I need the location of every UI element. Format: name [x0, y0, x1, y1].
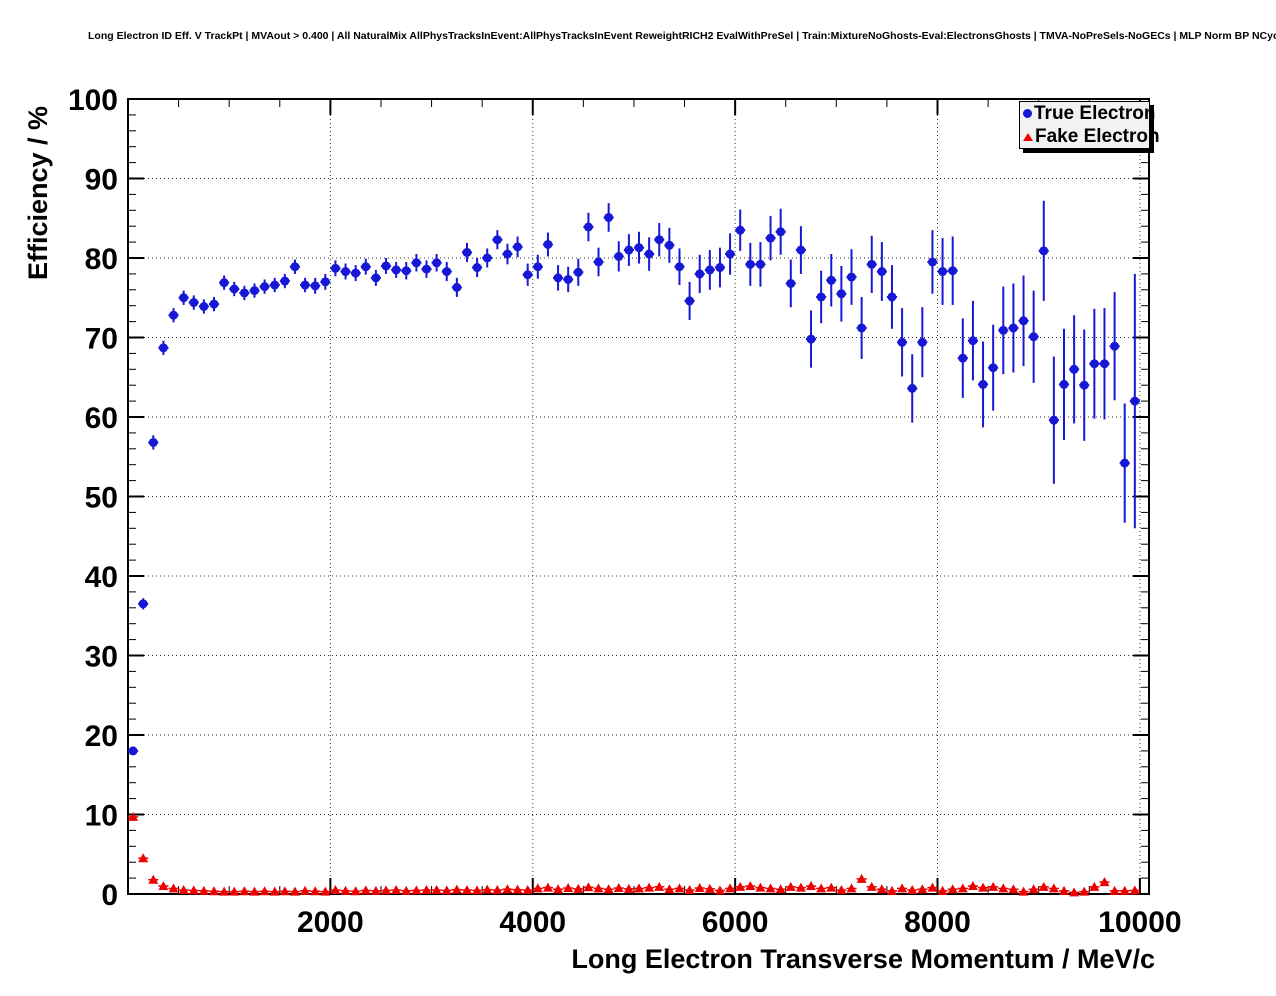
- y-tick-label: 90: [85, 164, 118, 197]
- y-tick-label: 0: [101, 879, 118, 912]
- y-tick-label: 10: [85, 800, 118, 833]
- true-electron-marker-icon: [1023, 109, 1032, 118]
- x-tick-label: 2000: [297, 906, 364, 939]
- y-tick-label: 70: [85, 323, 118, 356]
- y-tick-label: 20: [85, 720, 118, 753]
- series-true-electron: [128, 200, 1140, 756]
- legend-label-true-electron: True Electron: [1034, 102, 1156, 124]
- y-tick-label: 50: [85, 482, 118, 515]
- gridlines: [128, 98, 1149, 894]
- x-tick-label: 6000: [702, 906, 769, 939]
- x-tick-label: 10000: [1098, 906, 1181, 939]
- plot-title: Long Electron ID Eff. V TrackPt | MVAout…: [88, 30, 1276, 42]
- legend-label-fake-electron: Fake Electron: [1035, 125, 1160, 147]
- x-tick-label: 8000: [904, 906, 971, 939]
- y-tick-label: 100: [68, 84, 118, 117]
- series-fake-electron: [128, 811, 1140, 897]
- x-axis-title: Long Electron Transverse Momentum / MeV/…: [571, 944, 1155, 974]
- y-tick-label: 30: [85, 641, 118, 674]
- legend-item-fake-electron: Fake Electron: [1020, 125, 1160, 148]
- tick-labels: 0 10 20 30 40 50 60 70 80 90 100 2000 4000 6000 8000 10…: [68, 84, 1182, 939]
- axes: [127, 98, 1150, 895]
- y-tick-label: 80: [85, 243, 118, 276]
- fake-electron-marker-icon: [1023, 132, 1033, 141]
- y-axis-title: Efficiency / %: [23, 105, 53, 281]
- legend-item-true-electron: True Electron: [1020, 102, 1155, 125]
- x-tick-label: 4000: [499, 906, 566, 939]
- y-tick-label: 60: [85, 402, 118, 435]
- y-tick-label: 40: [85, 561, 118, 594]
- legend: True Electron Fake Electron: [1019, 101, 1160, 149]
